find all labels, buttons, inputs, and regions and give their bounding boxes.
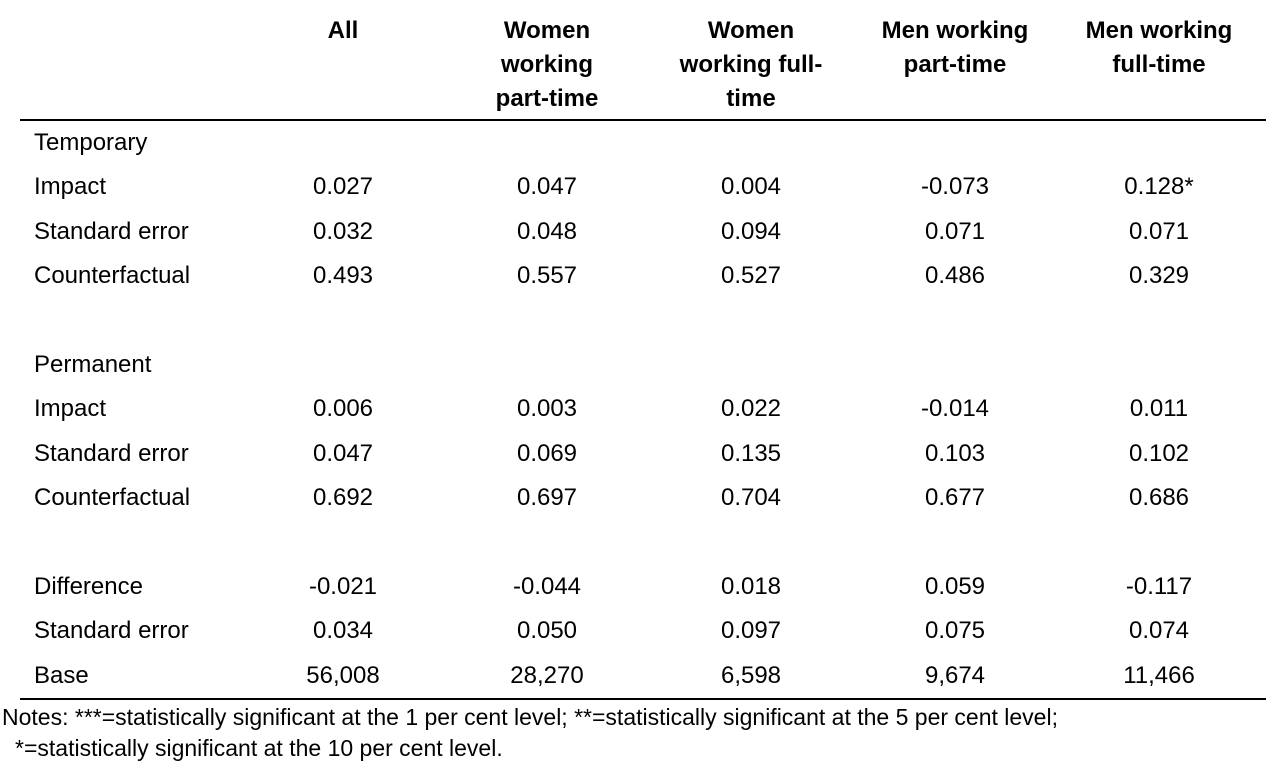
table-cell: 0.486 [924, 262, 986, 290]
row-label: Counterfactual [34, 262, 191, 290]
table-notes: Notes: ***=statistically significant at … [2, 702, 1264, 764]
table-cell: 0.018 [720, 572, 782, 600]
table-cell: 9,674 [924, 661, 986, 689]
table-row: Base 56,008 28,270 6,598 9,674 11,466 [20, 654, 1266, 701]
table-cell: 0.074 [1128, 617, 1190, 645]
header-line: working full- [679, 51, 823, 78]
header-line: part-time [903, 51, 1007, 78]
table-cell: -0.021 [308, 572, 378, 600]
table-cell: 0.075 [924, 617, 986, 645]
table-cell: 0.004 [720, 173, 782, 201]
table-cell: 0.557 [516, 262, 578, 290]
table-cell: 0.103 [924, 439, 986, 467]
notes-line-2: *=statistically significant at the 10 pe… [15, 735, 503, 761]
table-cell: 0.677 [924, 484, 986, 512]
header-line: Men working [1085, 17, 1233, 44]
table-row: Counterfactual 0.493 0.557 0.527 0.486 0.329 [20, 254, 1266, 298]
table-cell: 0.027 [312, 173, 374, 201]
table-cell: 0.059 [924, 572, 986, 600]
header-line: part-time [495, 85, 599, 112]
table-cell: 0.493 [312, 262, 374, 290]
row-label: Base [34, 661, 89, 689]
table-cell: 6,598 [720, 661, 782, 689]
table-cell: 0.102 [1128, 439, 1190, 467]
header-line: working [500, 51, 593, 78]
header-line: All [327, 17, 359, 44]
row-label: Standard error [34, 617, 189, 645]
table-cell: 0.128* [1124, 173, 1194, 201]
table-cell: 0.135 [720, 439, 782, 467]
table-cell: 0.047 [516, 173, 578, 201]
section-title: Permanent [34, 350, 152, 378]
table-cell: 0.003 [516, 395, 578, 423]
table-cell: -0.073 [920, 173, 990, 201]
table-cell: 0.050 [516, 617, 578, 645]
table-cell: 0.006 [312, 395, 374, 423]
table-cell: 0.686 [1128, 484, 1190, 512]
table-row: Impact 0.027 0.047 0.004 -0.073 0.128* [20, 165, 1266, 209]
row-label: Impact [34, 173, 107, 201]
table-cell: 0.011 [1129, 395, 1189, 423]
section-title-row: Permanent [20, 343, 1266, 387]
row-label: Difference [34, 572, 143, 600]
table-cell: 0.692 [312, 484, 374, 512]
section-title: Temporary [34, 129, 148, 156]
table-cell: 0.697 [516, 484, 578, 512]
section-spacer [20, 521, 1266, 565]
header-line: time [726, 85, 776, 112]
table-row: Impact 0.006 0.003 0.022 -0.014 0.011 [20, 387, 1266, 431]
table-cell: 0.097 [720, 617, 782, 645]
row-label: Impact [34, 395, 107, 423]
column-header-all: All [253, 14, 433, 48]
table-body: Temporary Impact 0.027 0.047 0.004 -0.073 0.12… [20, 121, 1266, 701]
table-cell: 0.704 [720, 484, 782, 512]
table-cell: 56,008 [306, 661, 380, 689]
table-cell: 0.048 [516, 217, 578, 245]
results-table: All Women working part-time Women workin… [20, 0, 1266, 701]
table-cell: 0.069 [516, 439, 578, 467]
column-header-men-part-time: Men working part-time [865, 14, 1045, 82]
column-header-men-full-time: Men working full-time [1069, 14, 1249, 82]
header-line: Men working [881, 17, 1029, 44]
table-cell: -0.044 [512, 572, 582, 600]
table-row: Counterfactual 0.692 0.697 0.704 0.677 0.686 [20, 476, 1266, 520]
header-line: Women [707, 17, 795, 44]
notes-line-1: Notes: ***=statistically significant at … [2, 704, 1058, 730]
table-cell: 0.034 [312, 617, 374, 645]
table-cell: 0.047 [312, 439, 374, 467]
table-cell: 0.329 [1128, 262, 1190, 290]
column-header-women-part-time: Women working part-time [457, 14, 637, 116]
table-cell: 28,270 [510, 661, 584, 689]
table-cell: -0.117 [1125, 572, 1193, 600]
row-label: Standard error [34, 217, 189, 245]
table-row: Standard error 0.047 0.069 0.135 0.103 0.102 [20, 432, 1266, 476]
table-cell: 0.071 [924, 217, 986, 245]
table-row: Standard error 0.034 0.050 0.097 0.075 0.074 [20, 609, 1266, 653]
header-line: Women [503, 17, 591, 44]
table-cell: 0.032 [312, 217, 374, 245]
table-cell: 0.527 [720, 262, 782, 290]
table-cell: 0.094 [720, 217, 782, 245]
row-label: Standard error [34, 439, 189, 467]
table-cell: 0.022 [720, 395, 782, 423]
row-label: Counterfactual [34, 484, 191, 512]
table-cell: 0.071 [1128, 217, 1190, 245]
table-cell: 11,466 [1123, 661, 1195, 689]
table-header: All Women working part-time Women workin… [20, 0, 1266, 121]
table-cell: -0.014 [920, 395, 990, 423]
section-title-row: Temporary [20, 121, 1266, 165]
section-spacer [20, 299, 1266, 343]
table-row: Difference -0.021 -0.044 0.018 0.059 -0.117 [20, 565, 1266, 609]
table-row: Standard error 0.032 0.048 0.094 0.071 0.071 [20, 210, 1266, 254]
header-line: full-time [1112, 51, 1206, 78]
column-header-women-full-time: Women working full- time [661, 14, 841, 116]
